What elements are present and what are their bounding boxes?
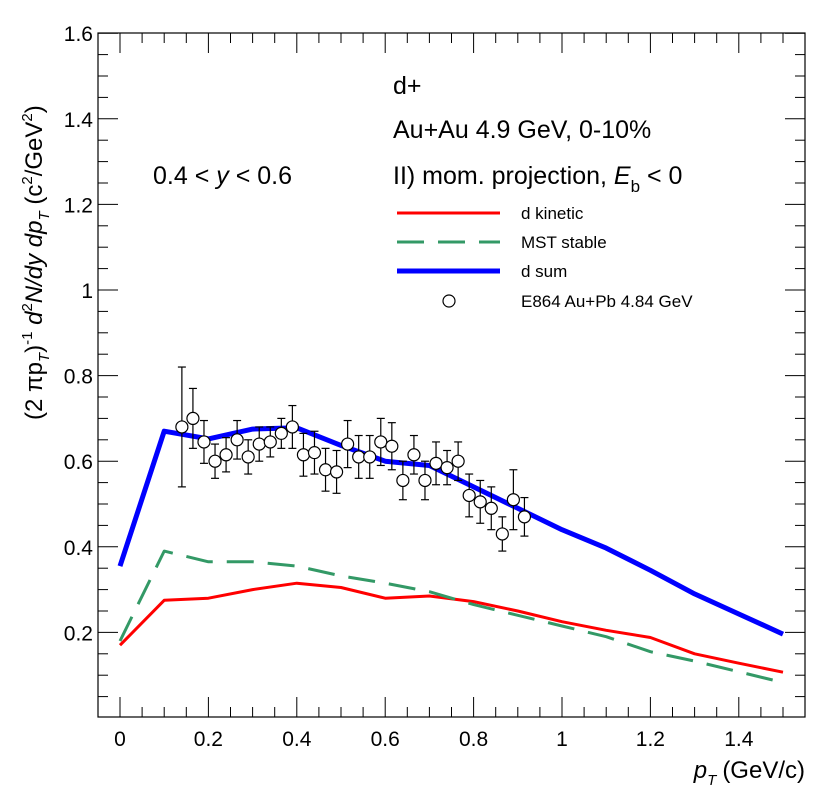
data-point	[462, 488, 476, 503]
y-tick-label: 1	[81, 280, 93, 303]
data-point	[429, 456, 443, 470]
data-point	[329, 465, 344, 479]
y-label-part-8: T	[36, 209, 53, 220]
annotation-rapidity-low: 0.4 <	[153, 162, 216, 190]
x-axis-label: pT (GeV/c)	[693, 757, 805, 789]
data-point	[352, 450, 366, 464]
y-label-part-11: /GeV	[21, 122, 48, 177]
data-point	[363, 450, 377, 464]
data-point	[241, 450, 255, 464]
data-point	[274, 426, 288, 440]
x-axis-label-unit: (GeV/c)	[722, 757, 805, 784]
data-point	[407, 448, 421, 462]
x-tick-label: 0.4	[282, 728, 312, 751]
legend-label-mst-stable: MST stable	[521, 233, 607, 252]
y-label-part-9: (c	[21, 185, 48, 212]
data-point	[296, 448, 311, 462]
data-point	[219, 448, 233, 462]
y-tick-label: 0.2	[64, 622, 93, 645]
legend: d kinetic MST stable d sum E864 Au+Pb 4.…	[397, 204, 693, 311]
x-tick-label: 0.6	[371, 728, 400, 751]
series-layer	[117, 425, 785, 684]
y-label-part-6: 2	[19, 303, 36, 311]
measured-points-layer	[175, 366, 532, 552]
data-point	[208, 454, 222, 468]
data-point	[197, 435, 211, 449]
y-label-part-5: d	[21, 311, 48, 332]
data-point	[374, 435, 388, 449]
annotation-rapidity-var: y	[214, 162, 230, 190]
y-label-part-13: )	[21, 105, 48, 113]
legend-label-d-kinetic: d kinetic	[521, 204, 584, 223]
annotation-system: Au+Au 4.9 GeV, 0-10%	[393, 116, 651, 144]
data-point	[418, 473, 432, 488]
y-tick-label: 0.4	[64, 537, 94, 560]
data-point	[341, 437, 355, 451]
x-tick-label: 0.8	[459, 728, 488, 751]
y-tick-label: 1.4	[64, 109, 94, 132]
series-line-d-sum	[117, 425, 785, 637]
data-point	[396, 473, 410, 488]
y-axis-label: (2 πpT)-1 d2N/dy dpT (c2/GeV2)	[19, 105, 53, 420]
x-axis-label-sub: T	[707, 772, 718, 789]
x-tick-label: 1.4	[724, 728, 754, 751]
annotation-method-sub: b	[631, 177, 640, 196]
x-tick-label: 0	[114, 728, 126, 751]
y-tick-label: 1.2	[64, 194, 93, 217]
data-point	[440, 461, 454, 475]
x-tick-label: 1.2	[636, 728, 665, 751]
y-tick-label: 1.6	[64, 23, 93, 46]
data-point	[385, 439, 399, 453]
data-point	[473, 495, 487, 509]
data-point	[230, 433, 244, 447]
data-point	[186, 411, 200, 425]
legend-label-e864: E864 Au+Pb 4.84 GeV	[521, 292, 693, 311]
data-point	[484, 501, 498, 515]
data-point	[252, 437, 266, 451]
data-point	[495, 527, 509, 541]
x-tick-label: 0.2	[194, 728, 223, 751]
data-point	[175, 420, 189, 434]
x-axis-label-var: p	[693, 757, 707, 784]
data-point	[307, 446, 322, 460]
y-label-part-1: (2 πp	[21, 362, 48, 420]
data-point	[506, 493, 520, 507]
annotation-method-text: II) mom. projection,	[393, 162, 614, 190]
annotation-method-cond: < 0	[640, 162, 682, 190]
y-label-part-4: -1	[19, 332, 36, 345]
y-label-part-2: T	[36, 351, 53, 362]
y-label-part-7: N/dy dp	[21, 220, 48, 303]
y-axis-ticks: 0.2 0.4 0.6 0.8 1 1.2 1.4 1.6	[64, 23, 805, 698]
legend-marker-e864	[442, 294, 456, 308]
data-point	[285, 420, 299, 434]
annotation-particle: d+	[393, 72, 422, 100]
y-label-part-10: 2	[19, 176, 36, 184]
annotation-method-var: E	[614, 162, 631, 190]
y-label-part-12: 2	[19, 113, 36, 121]
x-axis-ticks: 0 0.2 0.4 0.6 0.8 1 1.2 1.4	[114, 33, 784, 751]
annotation-rapidity: 0.4 < y < 0.6	[153, 162, 292, 190]
data-point	[517, 510, 532, 524]
data-point	[318, 463, 333, 477]
y-tick-label: 0.6	[64, 451, 93, 474]
series-line-mst-stable	[118, 549, 784, 684]
annotation-method: II) mom. projection, Eb < 0	[393, 162, 682, 196]
y-label-part-3: )	[21, 345, 48, 353]
data-point	[263, 435, 277, 449]
y-tick-label: 0.8	[64, 366, 93, 389]
annotation-rapidity-high: < 0.6	[229, 162, 292, 190]
legend-label-d-sum: d sum	[521, 262, 567, 281]
data-point	[451, 454, 465, 468]
x-tick-label: 1	[556, 728, 568, 751]
